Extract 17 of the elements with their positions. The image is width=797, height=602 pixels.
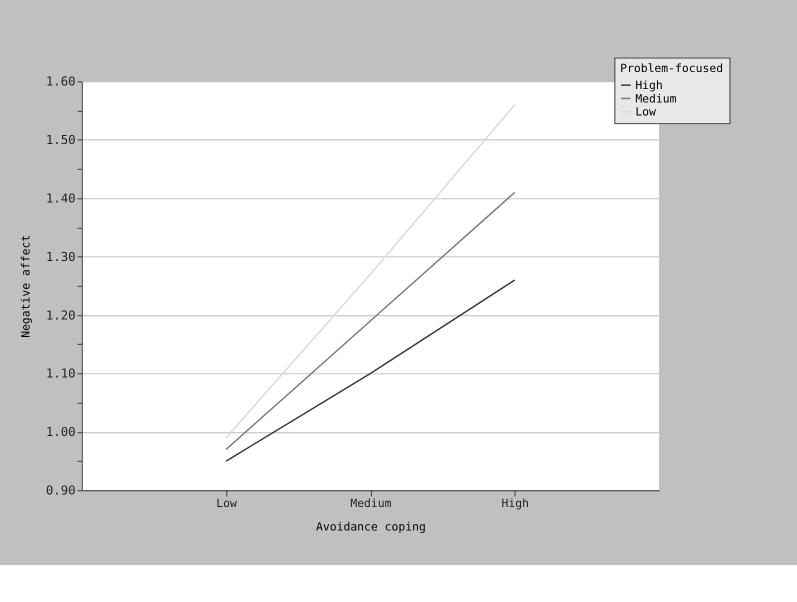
y-tick-label: 1.20 <box>46 308 76 322</box>
y-tick-label: 1.10 <box>46 366 76 381</box>
y-axis-title: Negative affect <box>18 234 33 338</box>
x-tick-label: High <box>502 496 529 510</box>
legend-title: Problem-focused <box>620 60 724 75</box>
y-tick-label: 1.50 <box>46 133 76 148</box>
x-tick-label: Medium <box>350 496 392 510</box>
y-tick-label: 1.00 <box>46 425 76 440</box>
x-tick-label: Low <box>216 496 238 510</box>
legend-label: High <box>635 78 663 92</box>
legend-label: Medium <box>635 91 677 106</box>
y-tick-label: 1.30 <box>46 250 76 264</box>
legend-label: Low <box>635 104 656 119</box>
y-tick-label: 1.60 <box>46 74 76 89</box>
y-tick-label: 0.90 <box>46 484 76 498</box>
y-tick-label: 1.40 <box>46 191 76 206</box>
x-axis-title: Avoidance coping <box>316 520 426 534</box>
